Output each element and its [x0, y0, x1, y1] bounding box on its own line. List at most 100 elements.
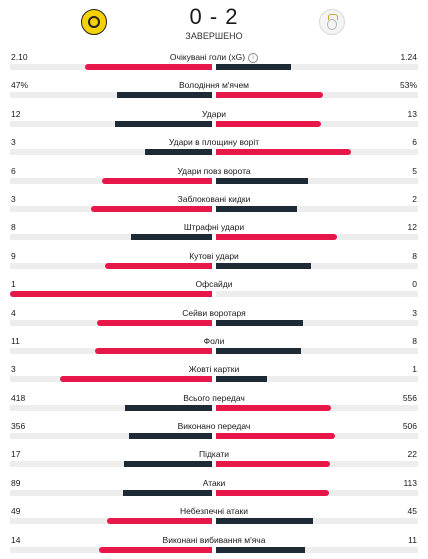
- home-stat-bar: [60, 376, 212, 383]
- stat-label: Удари в площину воріт: [0, 137, 428, 147]
- away-stat-bar-track: [216, 149, 418, 156]
- stat-label: Штрафні удари: [0, 222, 428, 232]
- home-stat-bar-track: [10, 64, 212, 70]
- home-stat-bar: [10, 291, 212, 298]
- away-stat-value: 113: [403, 477, 417, 488]
- away-stat-bar: [216, 177, 308, 184]
- away-stat-bar: [216, 319, 303, 326]
- stat-label-text: Небезпечні атаки: [180, 506, 248, 517]
- home-stat-bar: [95, 347, 212, 354]
- away-stat-value: 6: [412, 137, 417, 148]
- stat-row: 47% Володіння м'ячем 53%: [0, 76, 428, 104]
- away-stat-bar: [216, 489, 329, 496]
- home-stat-value: 418: [11, 392, 26, 403]
- home-stat-bar-track: [10, 177, 212, 184]
- away-stat-bar: [216, 64, 291, 70]
- home-stat-bar-track: [10, 347, 212, 354]
- stat-label-text: Жовті картки: [188, 364, 240, 375]
- home-stat-bar-track: [10, 234, 212, 241]
- home-stat-bar: [97, 319, 212, 326]
- away-stat-bar-track: [216, 92, 418, 99]
- away-stat-bar: [216, 433, 335, 440]
- away-stat-bar: [216, 404, 331, 411]
- away-stat-bar-track: [216, 376, 418, 383]
- stat-label-text: Штрафні удари: [183, 222, 245, 233]
- home-stat-value: 356: [11, 421, 26, 432]
- away-stat-bar: [216, 347, 301, 354]
- stat-row: 89 Атаки 113: [0, 474, 428, 502]
- home-stat-bar: [124, 461, 212, 468]
- home-stat-value: 3: [11, 193, 16, 204]
- home-stat-bar-track: [10, 404, 212, 411]
- home-stat-value: 8: [11, 222, 16, 233]
- stat-label-text: Виконані вибивання м'яча: [162, 534, 266, 545]
- away-stat-value: 8: [412, 335, 417, 346]
- home-stat-bar-track: [10, 262, 212, 269]
- stat-row: 14 Виконані вибивання м'яча 11: [0, 531, 428, 559]
- home-stat-bar-track: [10, 433, 212, 440]
- stat-label-text: Виконано передач: [177, 421, 251, 432]
- match-status: ЗАВЕРШЕНО: [185, 31, 243, 41]
- stat-label: Сейви воротаря: [0, 308, 428, 318]
- away-team-crest-icon[interactable]: [319, 9, 345, 35]
- away-stat-bar-track: [216, 120, 418, 127]
- away-stat-bar-track: [216, 461, 418, 468]
- home-stat-bar-track: [10, 291, 212, 298]
- stat-label-text: Удари: [202, 108, 226, 119]
- away-stat-value: 13: [407, 108, 417, 119]
- home-stat-bar: [105, 262, 212, 269]
- home-stat-value: 4: [11, 307, 16, 318]
- home-stat-bar: [123, 489, 212, 496]
- away-stat-bar: [216, 205, 297, 212]
- away-stat-bar: [216, 120, 321, 127]
- home-stat-bar-track: [10, 461, 212, 468]
- home-stat-value: 3: [11, 364, 16, 375]
- home-stat-value: 3: [11, 137, 16, 148]
- away-stat-value: 506: [402, 421, 417, 432]
- away-stat-value: 22: [407, 449, 417, 460]
- away-stat-bar-track: [216, 433, 418, 440]
- home-stat-bar-track: [10, 376, 212, 383]
- stat-row: 1 Офсайди 0: [0, 275, 428, 303]
- home-stat-bar: [129, 433, 212, 440]
- away-stat-bar: [216, 518, 313, 525]
- home-stat-bar-track: [10, 92, 212, 99]
- stat-label-text: Офсайди: [195, 279, 233, 290]
- stat-row: 17 Підкати 22: [0, 445, 428, 473]
- stat-label-text: Очікувані голи (xG): [169, 52, 246, 62]
- stat-row: 12 Удари 13: [0, 105, 428, 133]
- away-stat-bar-track: [216, 205, 418, 212]
- stat-label: Володіння м'ячем: [0, 80, 428, 90]
- home-stat-bar: [145, 149, 212, 156]
- home-stat-bar: [115, 120, 212, 127]
- stat-label: Офсайди: [0, 279, 428, 289]
- stat-label: Виконані вибивання м'яча: [0, 535, 428, 545]
- match-header: 0 - 2 ЗАВЕРШЕНО: [0, 0, 428, 44]
- home-stat-value: 12: [11, 108, 21, 119]
- away-stat-bar: [216, 546, 305, 553]
- home-stat-value: 47%: [11, 80, 29, 91]
- stat-label-text: Сейви воротаря: [182, 307, 246, 318]
- away-stat-bar: [216, 376, 267, 383]
- stats-list: 2.10 Очікувані голи (xG) i 1.24 47% Володіння…: [0, 48, 428, 559]
- stat-label: Заблоковані кидки: [0, 194, 428, 204]
- stat-label: Удари: [0, 109, 428, 119]
- stat-label: Підкати: [0, 449, 428, 459]
- stat-label-text: Всього передач: [183, 392, 245, 403]
- home-stat-bar-track: [10, 205, 212, 212]
- away-stat-bar: [216, 461, 330, 468]
- stat-row: 3 Жовті картки 1: [0, 360, 428, 388]
- away-stat-bar-track: [216, 489, 418, 496]
- home-stat-value: 49: [11, 506, 21, 517]
- away-stat-value: 1.24: [400, 52, 417, 62]
- stat-row: 2.10 Очікувані голи (xG) i 1.24: [0, 48, 428, 76]
- home-stat-bar-track: [10, 120, 212, 127]
- home-stat-value: 17: [11, 449, 21, 460]
- away-stat-bar-track: [216, 319, 418, 326]
- stat-label-text: Володіння м'ячем: [178, 80, 250, 91]
- info-icon[interactable]: i: [248, 53, 259, 63]
- stat-label: Атаки: [0, 478, 428, 488]
- away-stat-bar-track: [216, 262, 418, 269]
- away-stat-value: 2: [412, 193, 417, 204]
- home-team-crest-icon[interactable]: [81, 9, 107, 35]
